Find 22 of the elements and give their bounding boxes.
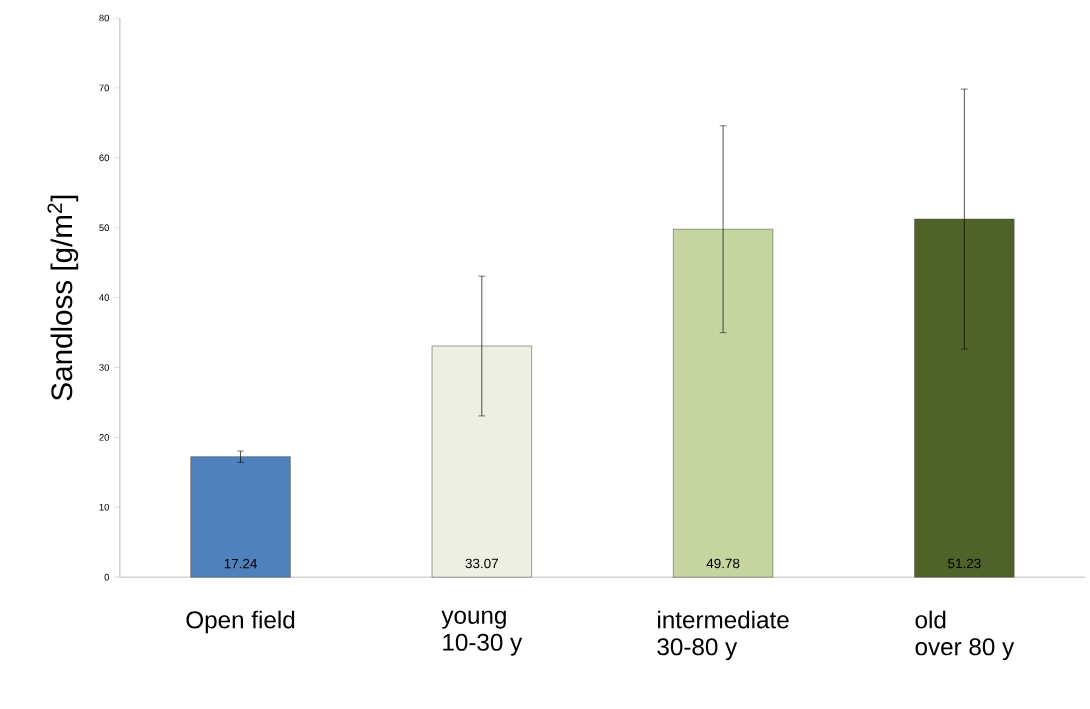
bar — [673, 228, 774, 578]
bar — [190, 456, 291, 578]
y-tick-label: 30 — [99, 364, 110, 371]
data-label: 51.23 — [948, 558, 981, 569]
y-tick-label: 20 — [99, 433, 110, 441]
data-label: 33.07 — [465, 558, 498, 569]
y-tick-label: 10 — [99, 503, 110, 511]
y-tick-label: 60 — [99, 154, 110, 161]
x-tick-label: old over 80 y — [915, 610, 1015, 661]
data-label: 49.78 — [706, 558, 740, 569]
bar — [431, 345, 532, 578]
y-tick-label: 50 — [99, 224, 110, 231]
data-label: 17.24 — [224, 558, 257, 569]
x-tick-label: intermediate 30-80 y — [657, 610, 789, 661]
y-tick-label: 80 — [99, 14, 110, 22]
y-axis-title: Sandloss [g/m$^{2}$] — [47, 195, 79, 401]
bar — [914, 218, 1015, 578]
x-tick-label: Open field — [186, 610, 295, 634]
y-tick-label: 0 — [104, 573, 110, 581]
y-tick-label: 70 — [99, 84, 110, 92]
x-tick-label: young 10-30 y — [441, 610, 523, 656]
y-tick-label: 40 — [99, 294, 110, 301]
